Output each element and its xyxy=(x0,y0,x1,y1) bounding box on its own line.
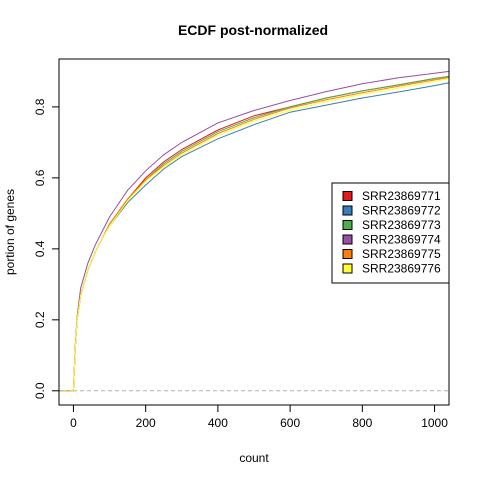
legend-swatch-3 xyxy=(342,220,353,230)
legend-swatch-2 xyxy=(342,205,353,216)
x-axis-label: count xyxy=(239,451,269,465)
series-line-4 xyxy=(59,70,450,392)
x-tick-label: 0 xyxy=(70,416,77,430)
legend-label-6: SRR23869776 xyxy=(362,262,441,276)
x-tick-label: 1000 xyxy=(421,416,448,430)
legend-swatch-4 xyxy=(342,234,353,245)
y-tick-label: 0.4 xyxy=(33,240,47,257)
y-axis: 0.0 0.2 0.4 0.6 0.8 xyxy=(33,98,60,399)
y-axis-label: portion of genes xyxy=(3,189,17,275)
series-layer xyxy=(59,70,450,392)
x-tick-label: 800 xyxy=(352,416,372,430)
y-tick-label: 0.2 xyxy=(33,311,47,328)
x-tick-label: 400 xyxy=(208,416,228,430)
legend-swatch-1 xyxy=(342,191,353,201)
legend-label-4: SRR23869774 xyxy=(362,233,441,247)
legend-label-1: SRR23869771 xyxy=(362,189,441,203)
legend-label-2: SRR23869772 xyxy=(362,204,441,218)
legend-label-3: SRR23869773 xyxy=(362,218,441,232)
series-line-6 xyxy=(59,78,450,392)
y-tick-label: 0.0 xyxy=(33,382,47,399)
x-tick-label: 200 xyxy=(136,416,156,430)
x-tick-label: 600 xyxy=(280,416,300,430)
legend-label-5: SRR23869775 xyxy=(362,247,441,261)
y-tick-label: 0.6 xyxy=(33,169,47,186)
chart-title: ECDF post-normalized xyxy=(178,22,328,38)
legend-swatch-5 xyxy=(342,249,353,259)
legend-swatch-6 xyxy=(342,263,353,274)
legend: SRR23869771SRR23869772SRR23869773SRR2386… xyxy=(331,182,450,284)
y-tick-label: 0.8 xyxy=(33,98,47,115)
x-axis: 0 200 400 600 800 1000 xyxy=(70,404,448,430)
